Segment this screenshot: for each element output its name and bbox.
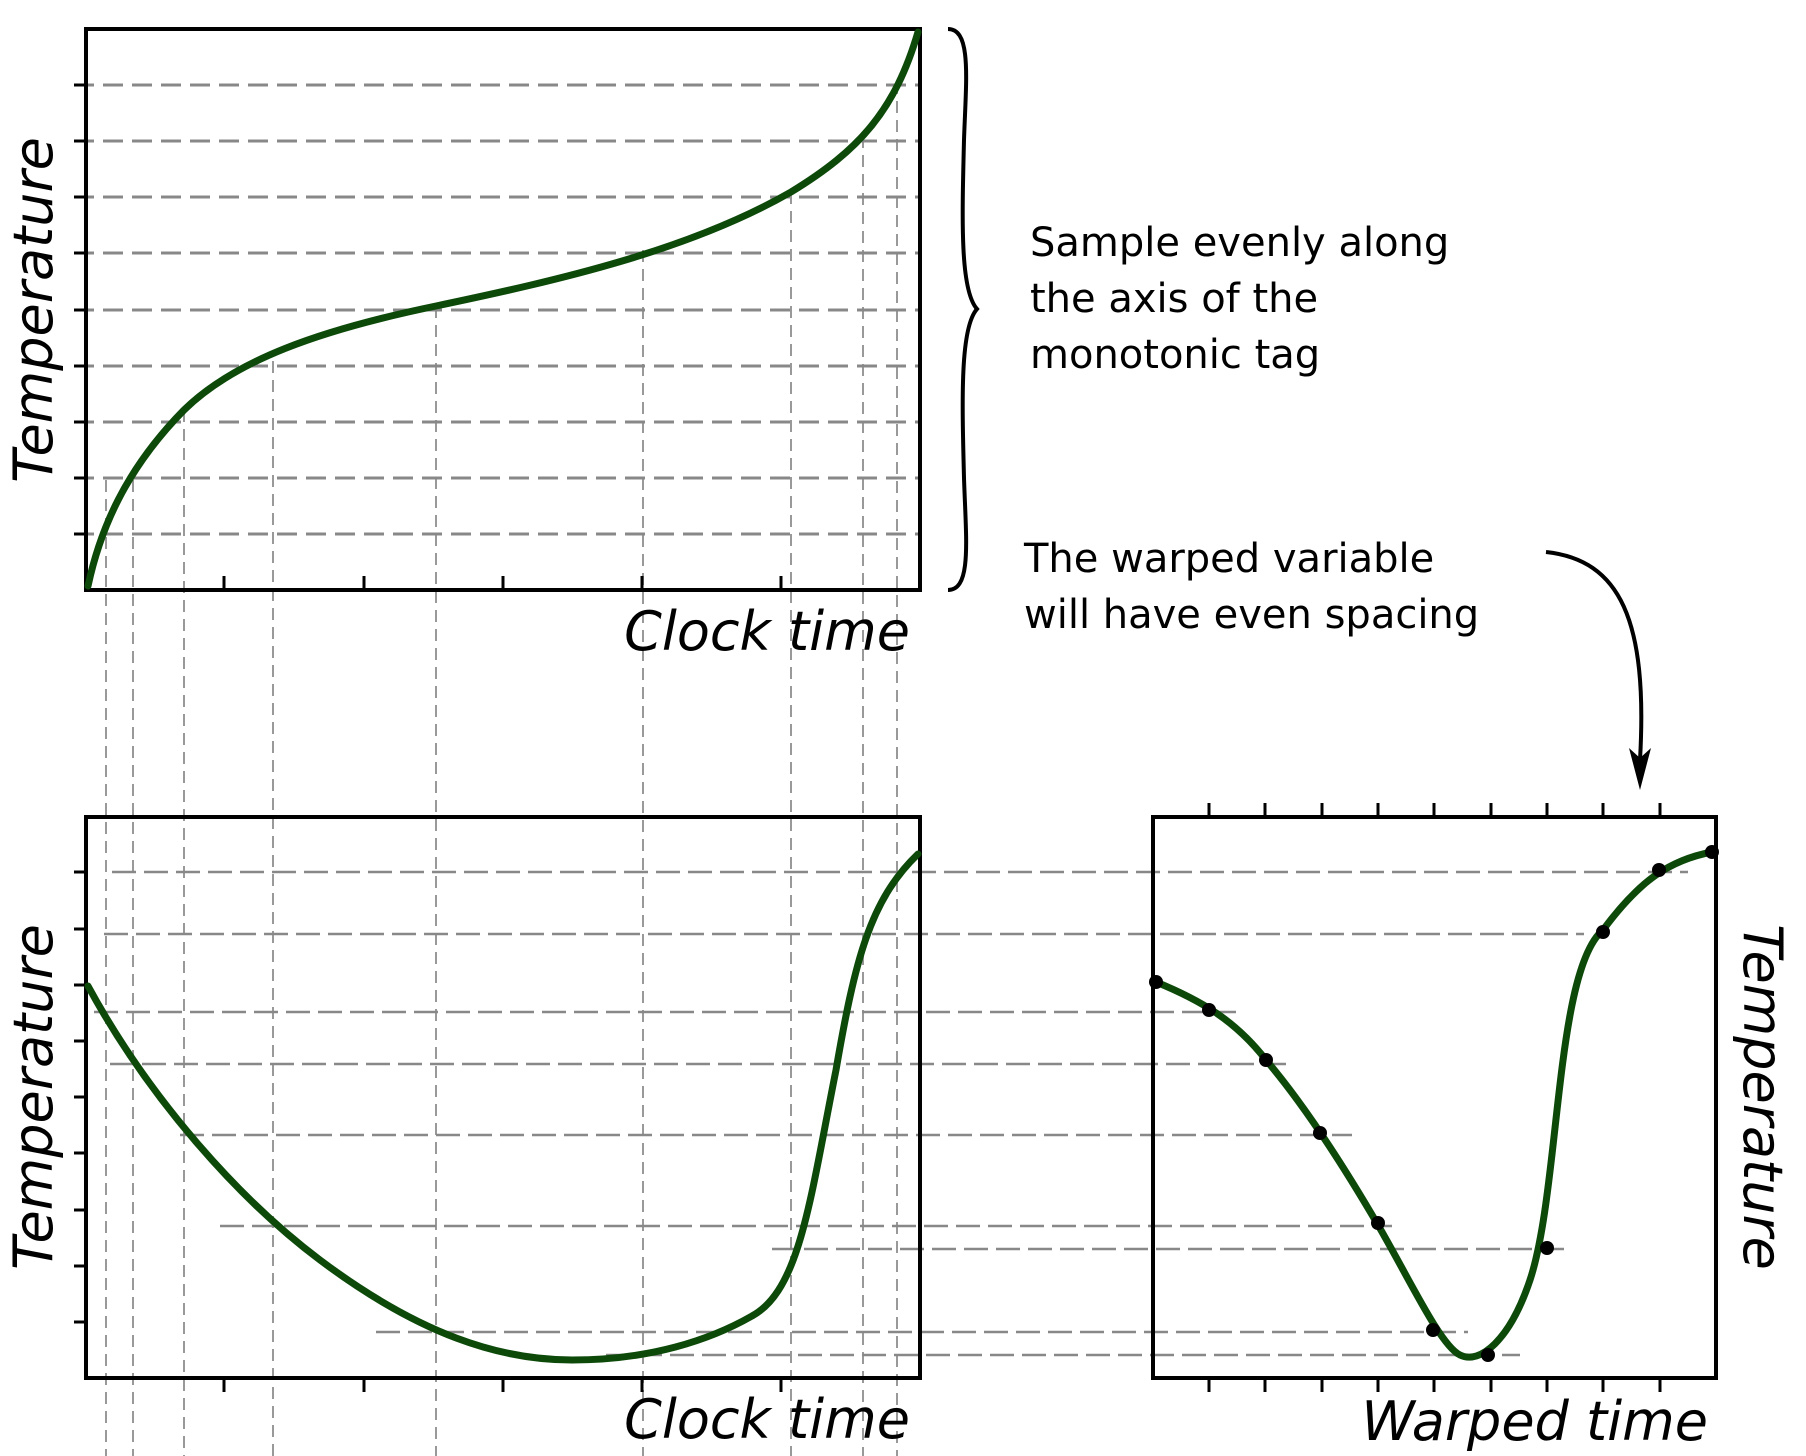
- warp-note-line: The warped variable: [1023, 536, 1434, 582]
- top-x-ticks: [222, 576, 783, 590]
- bottom-left-x-label: Clock time: [624, 1388, 910, 1451]
- horizontal-guides: [94, 870, 1688, 1357]
- vertical-guides: [105, 82, 898, 1456]
- warp-note-line: will have even spacing: [1024, 592, 1479, 638]
- top-gridlines: [74, 83, 920, 536]
- sample-note-line: monotonic tag: [1030, 332, 1320, 378]
- bottom-left-panel: Clock time Temperature: [2, 815, 922, 1451]
- top-x-label: Clock time: [624, 600, 910, 663]
- sample-point: [1259, 1053, 1273, 1067]
- sample-point: [1426, 1323, 1440, 1337]
- sample-point: [1202, 1003, 1216, 1017]
- arrow-head-icon: [1629, 748, 1651, 790]
- top-plot-frame: [84, 27, 922, 592]
- bottom-left-x-ticks: [222, 1378, 783, 1392]
- sample-note-line: the axis of the: [1030, 276, 1318, 322]
- bottom-right-plot-frame: [1151, 815, 1718, 1380]
- bottom-right-x-ticks: [1207, 803, 1662, 1392]
- sample-point: [1705, 845, 1719, 859]
- sample-point: [1149, 975, 1163, 989]
- warped-curve: [1152, 848, 1716, 1361]
- sample-note-line: Sample evenly along: [1030, 220, 1449, 266]
- top-panel: Clock time Temperature: [2, 27, 922, 663]
- sample-note: Sample evenly along the axis of the mono…: [1030, 220, 1449, 378]
- top-y-label: Temperature: [2, 137, 65, 483]
- bottom-right-panel: Warped time Temperature: [1149, 803, 1794, 1453]
- sample-point: [1596, 925, 1610, 939]
- curly-brace-icon: [947, 27, 980, 592]
- bottom-left-curve: [84, 850, 922, 1364]
- sample-point: [1540, 1241, 1554, 1255]
- curved-arrow-icon: [1545, 550, 1644, 761]
- sample-point: [1371, 1216, 1385, 1230]
- bottom-right-y-label: Temperature: [1731, 924, 1794, 1270]
- warp-note: The warped variable will have even spaci…: [1023, 536, 1479, 638]
- sample-point: [1481, 1348, 1495, 1362]
- bottom-left-plot-frame: [84, 815, 922, 1380]
- top-monotonic-curve: [84, 28, 922, 590]
- sample-point: [1313, 1126, 1327, 1140]
- bottom-right-x-label: Warped time: [1361, 1390, 1708, 1453]
- sample-point: [1652, 863, 1666, 877]
- warped-sample-points: [1149, 845, 1719, 1362]
- bottom-left-y-label: Temperature: [2, 924, 65, 1270]
